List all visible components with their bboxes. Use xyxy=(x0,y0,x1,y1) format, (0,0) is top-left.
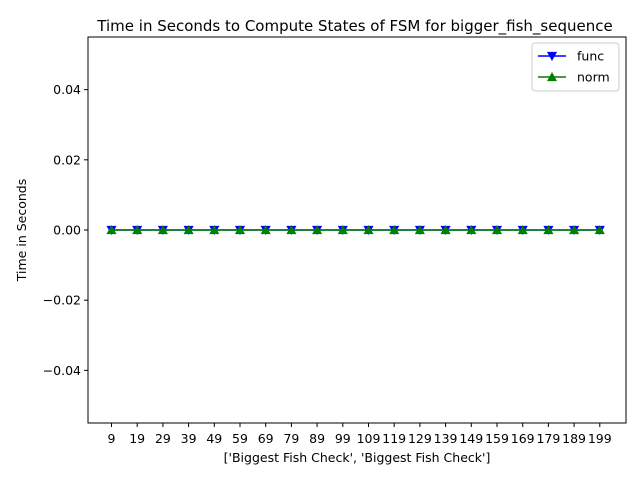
x-tick-label: 109 xyxy=(357,431,381,446)
data-point-norm xyxy=(594,224,605,235)
data-point-norm xyxy=(106,224,117,235)
data-point-norm xyxy=(234,224,246,235)
data-point-norm xyxy=(209,224,220,235)
x-tick-label: 189 xyxy=(562,431,586,446)
y-tick-label: −0.04 xyxy=(43,363,81,378)
y-axis-ticks: −0.04 −0.02 0.00 0.02 0.04 xyxy=(43,82,88,378)
legend: func norm xyxy=(531,42,620,92)
y-tick-label: 0.04 xyxy=(53,82,81,97)
data-point-norm xyxy=(157,224,168,235)
legend-marker-norm xyxy=(546,71,558,82)
x-tick-label: 19 xyxy=(129,431,145,446)
x-tick-label: 159 xyxy=(485,431,509,446)
x-tick-label: 59 xyxy=(232,431,248,446)
x-tick-label: 169 xyxy=(511,431,535,446)
data-point-norm xyxy=(414,224,425,235)
data-point-norm xyxy=(363,224,374,235)
data-point-norm xyxy=(389,224,400,235)
x-tick-label: 69 xyxy=(258,431,274,446)
x-tick-label: 79 xyxy=(283,431,299,446)
data-point-norm xyxy=(569,224,580,235)
series-layer xyxy=(106,224,605,236)
data-point-norm xyxy=(543,224,554,235)
x-tick-label: 29 xyxy=(155,431,171,446)
data-point-norm xyxy=(286,224,297,235)
x-axis-ticks: 9 19 29 39 49 59 69 79 89 99 109 119 129 139 149 159 169… xyxy=(108,423,612,446)
x-tick-label: 99 xyxy=(335,431,351,446)
data-point-norm xyxy=(183,224,194,235)
data-point-norm xyxy=(440,224,451,235)
legend-marker-func xyxy=(546,51,558,62)
data-point-norm xyxy=(337,224,348,235)
x-tick-label: 199 xyxy=(588,431,612,446)
x-tick-label: 139 xyxy=(434,431,458,446)
x-tick-label: 179 xyxy=(536,431,560,446)
y-tick-label: 0.02 xyxy=(53,152,81,167)
x-tick-label: 149 xyxy=(459,431,483,446)
x-tick-label: 119 xyxy=(382,431,406,446)
data-point-norm xyxy=(466,224,477,235)
chart-title: Time in Seconds to Compute States of FSM… xyxy=(96,17,612,36)
x-tick-label: 89 xyxy=(309,431,325,446)
y-tick-label: −0.02 xyxy=(43,293,81,308)
data-point-norm xyxy=(260,224,271,235)
x-axis-label: ['Biggest Fish Check', 'Biggest Fish Che… xyxy=(224,450,491,465)
x-tick-label: 39 xyxy=(181,431,197,446)
x-tick-label: 9 xyxy=(108,431,116,446)
data-point-norm xyxy=(517,224,528,235)
legend-label-func: func xyxy=(577,49,604,64)
data-point-norm xyxy=(491,224,503,235)
x-tick-label: 129 xyxy=(408,431,432,446)
data-point-norm xyxy=(132,224,143,235)
data-point-norm xyxy=(312,224,323,235)
y-tick-label: 0.00 xyxy=(53,223,81,238)
x-tick-label: 49 xyxy=(206,431,222,446)
y-axis-label: Time in Seconds xyxy=(14,179,29,282)
legend-label-norm: norm xyxy=(577,70,610,85)
